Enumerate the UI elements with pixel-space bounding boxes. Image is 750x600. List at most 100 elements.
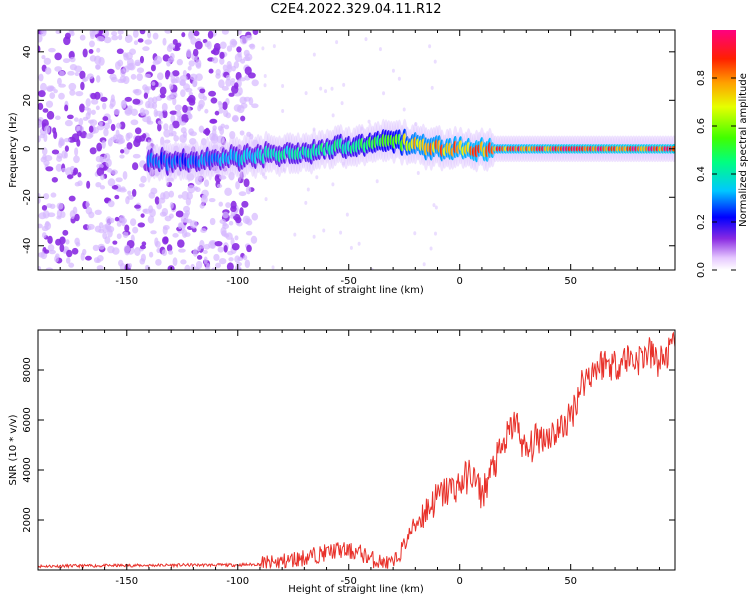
noise-speckle [304, 91, 308, 96]
noise-speckle [77, 180, 83, 187]
colorbar-ticks: 0.0 0.2 0.4 0.6 0.8 [696, 70, 736, 278]
noise-speckle [87, 119, 94, 124]
noise-speckle [88, 211, 95, 219]
noise-speckle [122, 52, 128, 58]
noise-speckle [402, 107, 406, 112]
noise-speckle [79, 103, 85, 113]
noise-speckle [222, 101, 228, 111]
noise-speckle [221, 85, 229, 91]
noise-speckle [194, 40, 203, 50]
noise-speckle [243, 178, 250, 188]
noise-speckle [180, 89, 186, 98]
noise-speckle [127, 190, 132, 196]
snr-series-line [38, 331, 675, 570]
noise-speckle [213, 253, 220, 262]
noise-speckle [161, 102, 168, 112]
noise-speckle [132, 162, 139, 171]
noise-speckle [147, 102, 155, 109]
spectrogram-ytick-label: -40 [22, 238, 33, 254]
noise-speckle [222, 211, 229, 219]
noise-speckle [85, 133, 93, 139]
noise-speckle [397, 76, 401, 81]
noise-speckle [231, 243, 240, 251]
noise-speckle [133, 138, 141, 148]
noise-speckle [65, 167, 74, 177]
noise-speckle [176, 58, 183, 66]
noise-speckle [114, 216, 120, 222]
noise-speckle [107, 68, 115, 75]
noise-speckle [212, 57, 219, 64]
noise-speckle [117, 30, 124, 35]
noise-speckle [264, 197, 268, 202]
noise-speckle [59, 243, 65, 253]
noise-speckle [181, 229, 188, 238]
noise-speckle [239, 96, 247, 105]
noise-speckle [73, 155, 80, 164]
noise-speckle [74, 125, 81, 132]
noise-speckle [428, 44, 432, 49]
spectrogram-xtick-label: -100 [226, 276, 249, 287]
noise-speckle [52, 127, 57, 134]
noise-speckle [49, 92, 56, 99]
noise-speckle [224, 124, 230, 130]
noise-speckle [95, 182, 102, 188]
noise-speckle [242, 254, 248, 261]
noise-speckle [96, 163, 104, 169]
noise-speckle [73, 167, 79, 175]
noise-speckle [166, 44, 173, 53]
noise-speckle [38, 197, 41, 204]
noise-speckle [74, 72, 80, 77]
noise-speckle [378, 47, 382, 52]
noise-speckle [263, 83, 267, 88]
noise-speckle [210, 49, 216, 55]
noise-speckle [95, 105, 100, 111]
noise-speckle [118, 259, 124, 267]
noise-speckle [238, 191, 247, 197]
noise-speckle [105, 216, 113, 225]
noise-speckle [216, 183, 223, 189]
noise-speckle [245, 186, 252, 195]
colorbar: 0.0 0.2 0.4 0.6 0.8 Normalized spectral ampl… [696, 30, 749, 278]
noise-speckle [40, 156, 47, 163]
noise-speckle [38, 265, 42, 270]
noise-speckle [102, 102, 107, 110]
noise-speckle [142, 84, 148, 91]
noise-speckle [219, 41, 227, 49]
noise-speckle [38, 33, 43, 43]
noise-speckle [198, 99, 205, 108]
noise-speckle [182, 104, 188, 113]
noise-speckle [73, 117, 79, 122]
noise-speckle [239, 130, 245, 136]
noise-speckle [164, 30, 172, 34]
noise-speckle [202, 95, 207, 101]
noise-speckle [122, 171, 128, 180]
noise-speckle [293, 232, 297, 237]
noise-speckle [272, 44, 276, 49]
noise-speckle [246, 244, 252, 253]
noise-speckle [177, 239, 185, 248]
snr-ticks: -150 -100 -50 0 50 2000 4000 6000 8000 [22, 330, 675, 587]
noise-speckle [43, 193, 50, 200]
noise-speckle [99, 156, 104, 163]
noise-speckle [209, 132, 216, 141]
noise-speckle [98, 121, 103, 126]
noise-speckle [48, 249, 56, 255]
noise-speckle [92, 244, 100, 252]
noise-speckle [113, 108, 121, 116]
noise-speckle [235, 180, 240, 190]
noise-speckle [94, 55, 102, 65]
noise-speckle [174, 104, 182, 111]
noise-speckle [90, 98, 99, 105]
noise-speckle [74, 213, 80, 222]
noise-speckle [230, 211, 236, 217]
noise-speckle [156, 72, 164, 81]
snr-xtick-label: -150 [115, 576, 138, 587]
noise-speckle [161, 249, 168, 256]
noise-speckle [80, 81, 85, 91]
noise-speckle [134, 61, 141, 66]
noise-speckle [47, 235, 53, 244]
noise-speckle [39, 133, 45, 139]
noise-speckle [335, 40, 339, 45]
noise-speckle [199, 239, 205, 249]
